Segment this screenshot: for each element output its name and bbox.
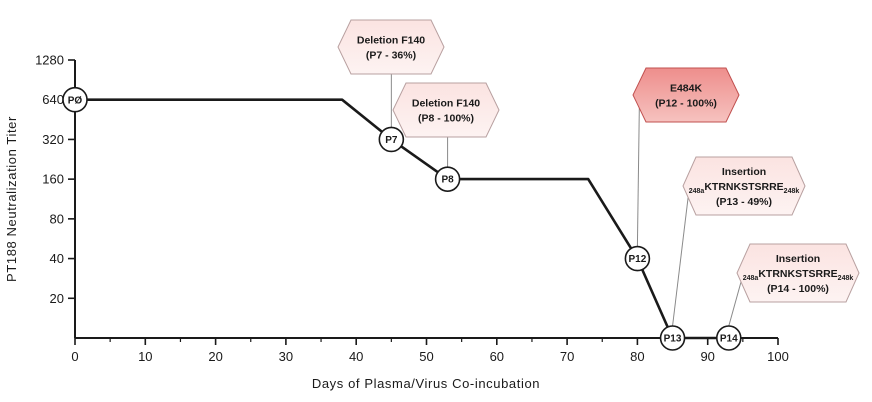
annotation-text: (P13 - 49%): [716, 196, 772, 208]
y-tick-label: 40: [50, 251, 64, 266]
node-p13: [659, 325, 686, 351]
annotation-box-p14: [736, 243, 860, 303]
x-ticks: 0 10 20 30 40 50 60 70 80 90 100: [71, 338, 789, 364]
node-pø: [62, 86, 88, 113]
subscript-start: 248a: [689, 188, 705, 195]
y-tick-label: 20: [50, 291, 64, 306]
y-tick-label: 1280: [35, 53, 64, 68]
insertion-sequence: KTRNKSTSRRE: [758, 268, 837, 280]
node-label: P14: [720, 334, 738, 345]
annotation-text: (P7 - 36%): [366, 50, 416, 62]
annotation-connectors: [390, 74, 744, 327]
annotations: Deletion F140 (P7 - 36%) Deletion F140 (P8 …: [337, 19, 860, 303]
annotation-box-p8: [392, 82, 500, 138]
node-p12: [624, 245, 651, 272]
node-label: P8: [441, 175, 454, 186]
annotation-box-p13: [682, 156, 806, 216]
annotation-text: 248aKTRNKSTSRRE248k: [743, 268, 854, 282]
series-line: [75, 98, 729, 340]
connector-p12: [636, 94, 640, 247]
node-label: P12: [629, 254, 647, 265]
x-tick-label: 0: [71, 349, 78, 364]
node-p7: [378, 126, 405, 153]
annotation-text: (P8 - 100%): [418, 113, 474, 125]
x-tick-label: 70: [560, 349, 574, 364]
node-p14: [715, 325, 742, 351]
annotation-text: (P12 - 100%): [655, 98, 717, 110]
annotation-text: Deletion F140: [412, 98, 480, 110]
x-tick-label: 50: [419, 349, 433, 364]
axes: 0 10 20 30 40 50 60 70 80 90 100 20 40 80 160 320 640 12…: [35, 53, 789, 365]
x-tick-label: 10: [138, 349, 152, 364]
annotation-box-p12: [632, 67, 740, 123]
x-tick-label: 30: [279, 349, 293, 364]
x-tick-label: 20: [208, 349, 222, 364]
y-axis-title: PT188 Neutralization Titer: [4, 116, 19, 282]
y-tick-label: 320: [42, 132, 64, 147]
annotation-box-p7: [337, 19, 445, 75]
y-tick-label: 640: [42, 92, 64, 107]
node-label: P7: [385, 135, 398, 146]
annotation-text: Insertion: [722, 166, 766, 178]
annotation-text: 248aKTRNKSTSRRE248k: [689, 181, 800, 195]
connector-p13: [672, 185, 690, 327]
x-axis-title: Days of Plasma/Virus Co-incubation: [312, 376, 540, 391]
x-tick-label: 60: [490, 349, 504, 364]
x-tick-label: 40: [349, 349, 363, 364]
node-p8: [434, 166, 461, 192]
annotation-text: Deletion F140: [357, 35, 425, 47]
y-ticks: 20 40 80 160 320 640 1280: [35, 53, 75, 306]
annotation-text: E484K: [670, 83, 703, 95]
annotation-text: Insertion: [776, 253, 820, 265]
subscript-start: 248a: [743, 275, 759, 282]
y-tick-label: 80: [50, 211, 64, 226]
node-label: PØ: [68, 95, 83, 106]
passage-nodes: PØ P7 P8 P12 P13 P14: [62, 86, 742, 351]
subscript-end: 248k: [838, 275, 854, 282]
x-tick-label: 100: [767, 349, 789, 364]
x-tick-label: 90: [700, 349, 714, 364]
node-label: P13: [664, 334, 682, 345]
y-tick-label: 160: [42, 172, 64, 187]
annotation-text: (P14 - 100%): [767, 283, 829, 295]
insertion-sequence: KTRNKSTSRRE: [704, 181, 783, 193]
x-tick-label: 80: [630, 349, 644, 364]
subscript-end: 248k: [784, 188, 800, 195]
